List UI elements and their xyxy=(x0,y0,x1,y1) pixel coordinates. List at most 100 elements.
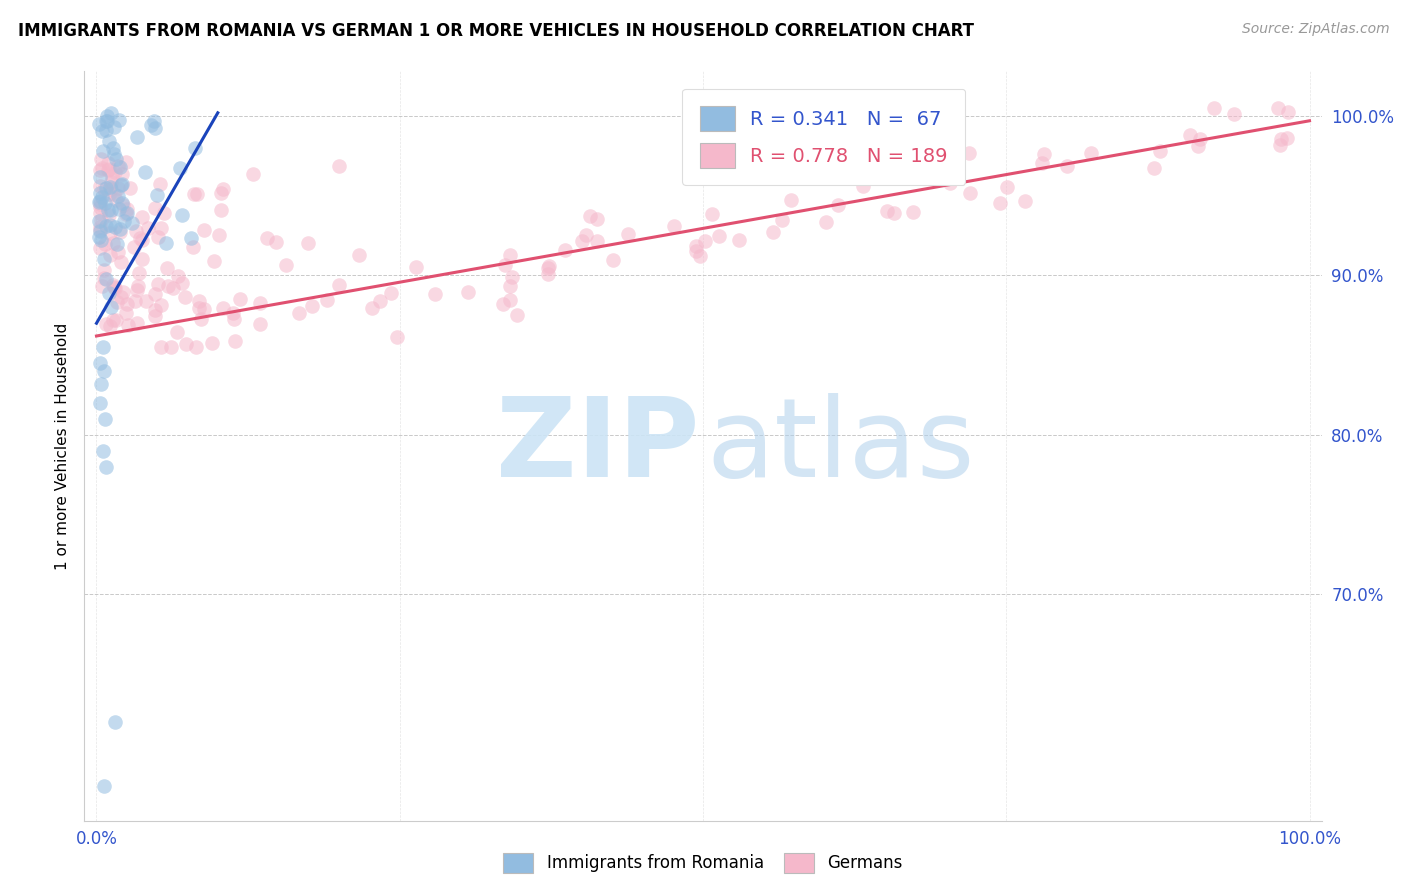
Point xyxy=(242,167,264,181)
Point xyxy=(537,260,560,275)
Point xyxy=(1267,101,1289,115)
Point xyxy=(125,224,148,238)
Point xyxy=(103,236,125,251)
Point xyxy=(876,170,898,185)
Point xyxy=(96,459,118,474)
Point xyxy=(301,299,323,313)
Point xyxy=(827,198,849,212)
Point xyxy=(143,302,166,317)
Point xyxy=(222,306,245,320)
Point xyxy=(538,260,561,274)
Point xyxy=(921,166,943,180)
Point xyxy=(988,195,1011,210)
Point xyxy=(131,252,153,267)
Text: ZIP: ZIP xyxy=(496,392,699,500)
Point xyxy=(1187,138,1209,153)
Point xyxy=(93,182,115,196)
Point xyxy=(107,202,129,217)
Point xyxy=(100,106,122,120)
Point xyxy=(97,163,120,178)
Point xyxy=(117,297,139,311)
Point xyxy=(135,293,157,308)
Point xyxy=(104,281,127,295)
Point xyxy=(173,290,195,304)
Point xyxy=(90,212,112,227)
Point xyxy=(105,153,128,167)
Point xyxy=(852,178,875,193)
Point xyxy=(91,340,114,354)
Point xyxy=(224,334,246,348)
Point xyxy=(97,156,120,170)
Point xyxy=(347,248,370,262)
Point xyxy=(167,269,190,284)
Point xyxy=(105,237,128,252)
Point xyxy=(91,443,114,458)
Point xyxy=(108,225,131,239)
Point xyxy=(249,295,271,310)
Point xyxy=(97,202,120,217)
Point xyxy=(93,195,115,210)
Point xyxy=(385,330,408,344)
Point xyxy=(108,112,131,127)
Point xyxy=(98,248,121,262)
Point xyxy=(229,292,252,306)
Point xyxy=(89,152,111,166)
Point xyxy=(90,161,112,175)
Point xyxy=(124,293,146,308)
Point xyxy=(107,188,129,202)
Point xyxy=(110,290,132,304)
Point xyxy=(901,204,924,219)
Point xyxy=(616,227,638,241)
Point xyxy=(104,219,127,234)
Point xyxy=(492,297,515,311)
Point xyxy=(143,120,166,135)
Point xyxy=(87,214,110,228)
Y-axis label: 1 or more Vehicles in Household: 1 or more Vehicles in Household xyxy=(55,322,70,570)
Point xyxy=(1223,107,1246,121)
Point xyxy=(150,220,173,235)
Point xyxy=(96,114,118,128)
Point xyxy=(1014,194,1036,208)
Point xyxy=(89,223,111,237)
Point xyxy=(122,240,145,254)
Point xyxy=(883,206,905,220)
Point xyxy=(685,239,707,253)
Point xyxy=(1149,145,1171,159)
Point xyxy=(98,162,121,177)
Point xyxy=(174,337,197,351)
Text: IMMIGRANTS FROM ROMANIA VS GERMAN 1 OR MORE VEHICLES IN HOUSEHOLD CORRELATION CH: IMMIGRANTS FROM ROMANIA VS GERMAN 1 OR M… xyxy=(18,22,974,40)
Point xyxy=(93,271,115,285)
Point xyxy=(107,159,129,173)
Point xyxy=(1143,161,1166,175)
Point xyxy=(1031,155,1053,169)
Point xyxy=(499,279,522,293)
Point xyxy=(141,119,163,133)
Point xyxy=(89,396,111,410)
Point xyxy=(585,211,607,226)
Point xyxy=(134,165,156,179)
Point xyxy=(114,214,136,228)
Point xyxy=(256,230,278,244)
Point xyxy=(143,309,166,323)
Point xyxy=(100,203,122,218)
Point xyxy=(108,222,131,236)
Point xyxy=(111,178,134,192)
Point xyxy=(114,155,136,169)
Point xyxy=(209,202,232,217)
Point xyxy=(212,182,235,196)
Point xyxy=(98,186,121,201)
Point xyxy=(1033,147,1056,161)
Point xyxy=(96,219,118,233)
Point xyxy=(702,207,724,221)
Point xyxy=(506,308,529,322)
Point xyxy=(190,312,212,326)
Point xyxy=(94,113,117,128)
Point xyxy=(361,301,384,316)
Point xyxy=(146,230,169,244)
Point xyxy=(90,233,112,247)
Point xyxy=(959,186,981,200)
Point xyxy=(93,779,115,793)
Point xyxy=(101,278,124,293)
Point xyxy=(209,186,232,200)
Point xyxy=(537,267,560,281)
